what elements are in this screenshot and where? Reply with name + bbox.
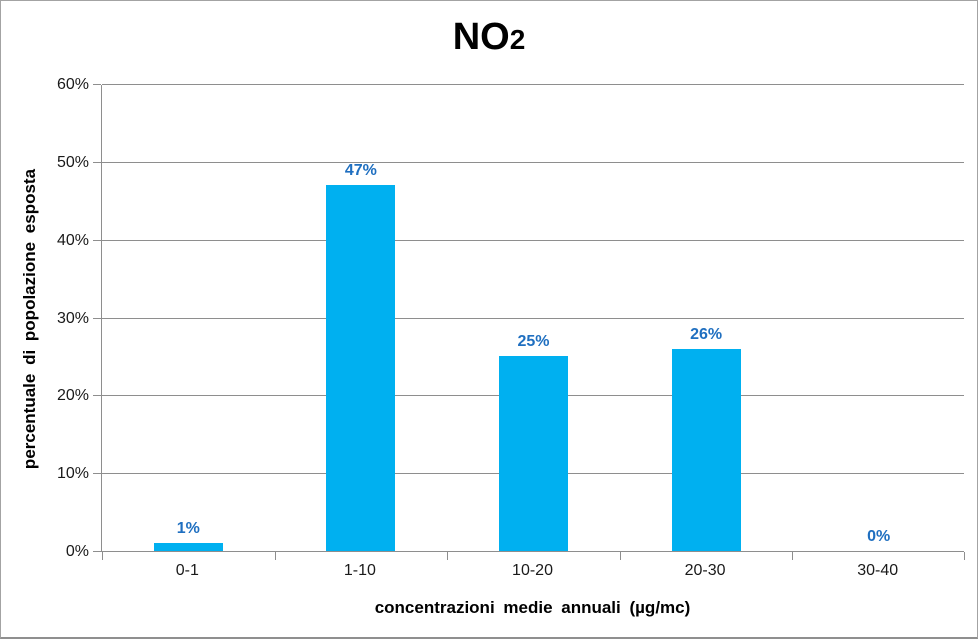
x-axis-tick-label: 1-10 xyxy=(343,562,376,579)
y-axis-tick-label: 0% xyxy=(65,543,89,560)
bar-data-label: 1% xyxy=(176,520,200,538)
bar xyxy=(671,348,741,551)
y-axis-tick-label: 50% xyxy=(56,153,89,171)
bar-data-label: 47% xyxy=(344,162,377,180)
gridline xyxy=(102,317,964,319)
category-cell: 1% xyxy=(102,85,275,551)
x-axis-tick xyxy=(275,552,276,560)
y-axis-tick xyxy=(93,395,101,397)
chart-title-subscript: 2 xyxy=(509,24,526,55)
plot-area: 1% 47% 25% 26% 0% xyxy=(93,84,965,560)
x-axis-tick xyxy=(102,552,103,560)
y-axis-tick xyxy=(93,161,101,163)
y-axis-tick xyxy=(93,239,101,241)
y-axis-tick-label: 30% xyxy=(56,309,89,327)
gridline xyxy=(102,84,964,85)
bar-data-label: 26% xyxy=(690,325,723,343)
y-axis-title-text: percentuale di popolazione esposta xyxy=(20,168,39,469)
x-axis-tick-label: 30-40 xyxy=(857,562,899,579)
chart-title: NO2 xyxy=(1,15,977,62)
y-axis-tick xyxy=(93,473,101,475)
chart-title-main: NO xyxy=(452,16,510,58)
category-cell: 47% xyxy=(275,85,448,551)
gridline xyxy=(102,161,964,163)
bar xyxy=(326,185,396,551)
y-axis-tick-label: 40% xyxy=(56,231,89,249)
bar-data-label: 0% xyxy=(867,528,891,545)
category-cell: 26% xyxy=(620,85,793,551)
y-axis-tick-label: 10% xyxy=(56,465,89,483)
y-axis-tick-label: 20% xyxy=(56,387,89,405)
bar xyxy=(498,356,568,551)
x-axis-tick xyxy=(964,552,965,560)
y-axis-tick xyxy=(93,84,101,85)
x-axis-tick xyxy=(447,552,448,560)
x-axis-title: concentrazioni medie annuali (µg/mc) xyxy=(374,598,691,617)
x-axis-tick-label: 10-20 xyxy=(512,562,553,579)
gridline xyxy=(102,239,964,241)
category-cell: 0% xyxy=(792,85,965,551)
x-axis-tick-label: 0-1 xyxy=(175,562,199,579)
y-axis-tick xyxy=(93,551,101,552)
x-axis-tick-label: 20-30 xyxy=(684,562,726,579)
x-axis-tick xyxy=(620,552,621,560)
y-axis-title: percentuale di popolazione esposta xyxy=(15,85,45,552)
y-axis-tick xyxy=(93,317,101,319)
bar-data-label: 25% xyxy=(517,333,550,351)
y-axis-tick-label: 60% xyxy=(56,76,89,93)
x-axis-tick xyxy=(792,552,793,560)
category-cell: 25% xyxy=(447,85,620,551)
bar xyxy=(153,543,223,551)
